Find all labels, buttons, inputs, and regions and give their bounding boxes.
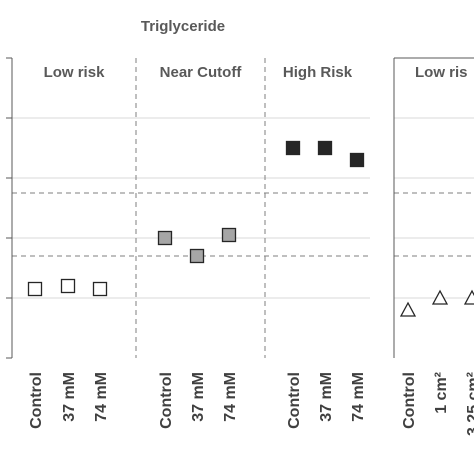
data-point-square [221,227,237,243]
data-point-triangle [431,289,449,305]
x-tick-label: Control [401,372,418,429]
x-tick-label: Control [158,372,175,429]
x-tick-label: 1 cm² [433,372,450,414]
x-tick-label: 74 mM [93,372,110,422]
group-label: High Risk [283,64,353,81]
chart-title: Triglyceride [141,18,225,35]
data-point-square [157,230,173,246]
x-tick-label: Control [286,372,303,429]
data-point-square [60,278,76,294]
x-tick-label: 37 mM [318,372,335,422]
x-tick-label: 74 mM [350,372,367,422]
data-point-triangle [463,289,474,305]
x-tick-label: 74 mM [222,372,239,422]
x-tick-label: Control [28,372,45,429]
x-tick-label: 37 mM [61,372,78,422]
data-point-square [285,140,301,156]
data-point-square [27,281,43,297]
x-tick-label: 37 mM [190,372,207,422]
data-point-triangle [399,301,417,317]
group-label: Low risk [44,64,106,81]
data-point-square [189,248,205,264]
x-tick-label: 3.25 cm² [465,372,474,436]
group-label: Low ris [415,64,468,81]
group-label: Near Cutoff [160,64,243,81]
data-point-square [92,281,108,297]
data-point-square [349,152,365,168]
data-point-square [317,140,333,156]
